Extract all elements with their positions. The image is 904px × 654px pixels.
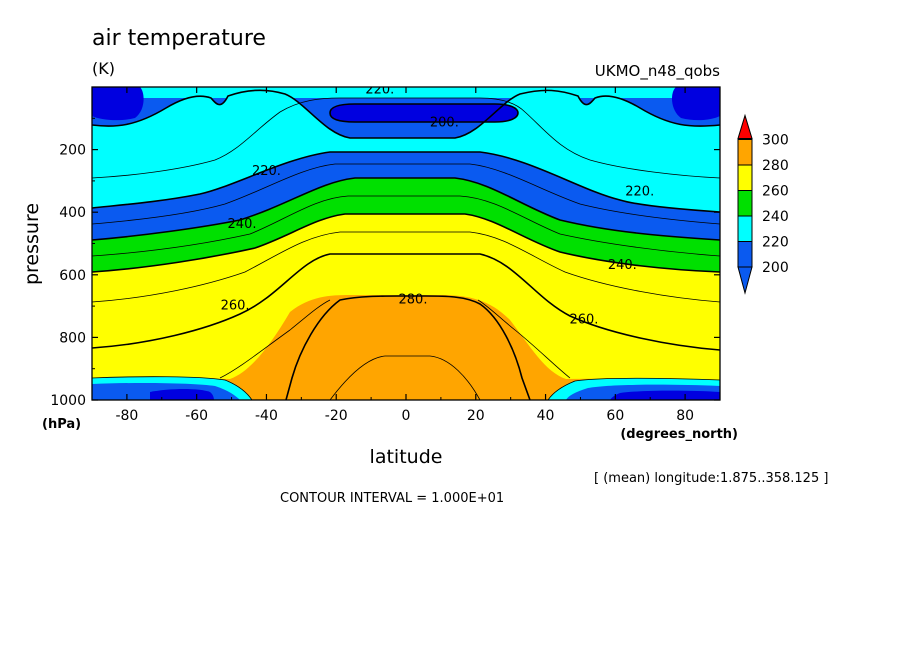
contour-220 bbox=[92, 151, 720, 213]
contour-label: 220. bbox=[252, 164, 281, 179]
fill-190-left bbox=[92, 87, 144, 121]
contour-interval: CONTOUR INTERVAL = 1.000E+01 bbox=[280, 491, 504, 506]
fill-220 bbox=[92, 87, 720, 212]
colorbar-over-arrow bbox=[737, 113, 753, 139]
colorbar-segment bbox=[737, 139, 753, 166]
y-tick-label: 400 bbox=[59, 205, 86, 221]
dataset-label: UKMO_n48_qobs bbox=[595, 62, 720, 81]
x-tick-label: -60 bbox=[185, 408, 208, 424]
colorbar-label: 260 bbox=[762, 184, 789, 200]
fill-surface-left-190 bbox=[150, 389, 214, 400]
x-axis-units: (degrees_north) bbox=[620, 427, 738, 442]
footer-note: [ (mean) longitude:1.875..358.125 ] bbox=[594, 471, 828, 486]
contour-240 bbox=[92, 177, 720, 241]
colorbar-segment bbox=[737, 241, 753, 268]
colorbar-label: 280 bbox=[762, 158, 789, 174]
contour-slope-right bbox=[477, 299, 571, 379]
contour-285 bbox=[329, 355, 481, 400]
contour-label: 260. bbox=[569, 313, 598, 328]
contour-dome bbox=[285, 295, 531, 400]
contour-label: 200. bbox=[430, 115, 459, 130]
colorbar-label: 300 bbox=[762, 133, 789, 149]
contour-surface-left bbox=[92, 376, 253, 400]
contour-210-a bbox=[92, 97, 720, 179]
y-tick-label: 1000 bbox=[50, 393, 86, 409]
x-tick-label: 20 bbox=[467, 408, 485, 424]
colorbar-under-arrow bbox=[737, 266, 753, 295]
contour-label: 220. bbox=[625, 184, 654, 199]
contour-label: 240. bbox=[228, 217, 257, 232]
colorbar-label: 200 bbox=[762, 260, 789, 276]
colorbar: 200 220 240 260 280 300 bbox=[737, 113, 789, 295]
contour-label: 260. bbox=[221, 299, 250, 314]
plot-area: 220. 200. 220. 220. 240. 240. 260. 260. 280. bbox=[92, 83, 720, 400]
contour-surface-right bbox=[547, 377, 720, 400]
x-tick-label: -40 bbox=[255, 408, 278, 424]
contour-label: 280. bbox=[399, 292, 428, 307]
contour-280 bbox=[92, 253, 720, 351]
chart-title: air temperature bbox=[92, 26, 266, 51]
y-tick-label: 800 bbox=[59, 330, 86, 346]
colorbar-label: 240 bbox=[762, 209, 789, 225]
fill-190-right bbox=[671, 87, 720, 121]
fill-280-dome bbox=[286, 296, 530, 400]
x-axis: -80 -60 -40 -20 0 20 40 60 80 bbox=[91, 87, 721, 424]
colorbar-segment bbox=[737, 164, 753, 191]
contour-label: 220. bbox=[365, 83, 394, 98]
x-tick-label: -20 bbox=[325, 408, 348, 424]
colorbar-segment bbox=[737, 190, 753, 217]
contour-270 bbox=[92, 231, 720, 303]
contour-230 bbox=[92, 163, 720, 225]
x-axis-label: latitude bbox=[370, 446, 443, 468]
y-tick-label: 600 bbox=[59, 268, 86, 284]
x-tick-label: 40 bbox=[537, 408, 555, 424]
contour-slope-left bbox=[219, 299, 331, 379]
y-axis: 200 400 600 800 1000 bbox=[50, 117, 720, 409]
x-tick-label: 80 bbox=[676, 408, 694, 424]
fill-surface-right-190 bbox=[610, 390, 720, 400]
x-tick-label: 0 bbox=[402, 408, 411, 424]
contour-260 bbox=[92, 213, 720, 273]
contour-200-core bbox=[329, 103, 519, 123]
colorbar-segment bbox=[737, 215, 753, 242]
fill-190-core bbox=[330, 104, 518, 122]
y-axis-units: (hPa) bbox=[42, 417, 81, 432]
x-tick-label: 60 bbox=[606, 408, 624, 424]
contour-250 bbox=[92, 195, 720, 257]
y-axis-label: pressure bbox=[21, 203, 43, 285]
y-tick-label: 200 bbox=[59, 143, 86, 159]
contour-label: 240. bbox=[608, 258, 637, 273]
contour-200-top bbox=[92, 89, 720, 139]
x-tick-label: -80 bbox=[115, 408, 138, 424]
colorbar-label: 220 bbox=[762, 235, 789, 251]
chart-units: (K) bbox=[92, 59, 115, 78]
